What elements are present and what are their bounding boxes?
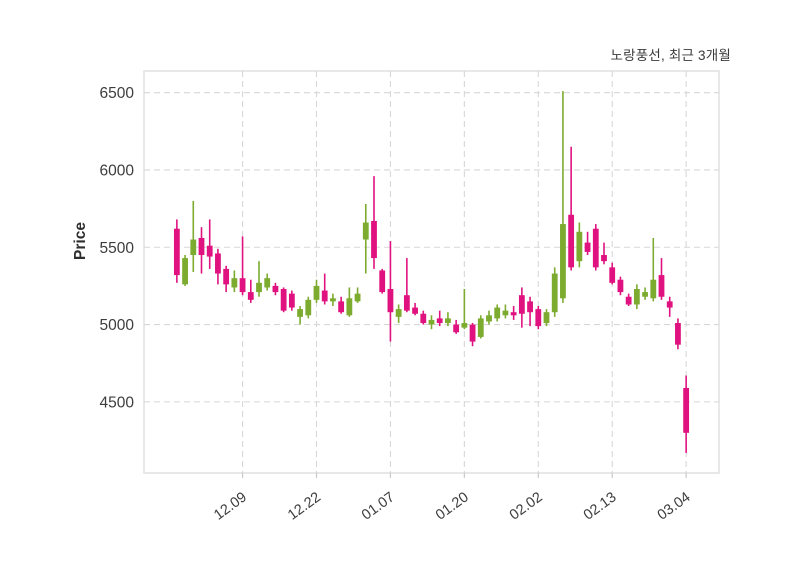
candle-body-down bbox=[272, 285, 279, 293]
candle-body-up bbox=[346, 298, 353, 316]
candle-body-down bbox=[568, 214, 575, 268]
y-tick-label: 5500 bbox=[100, 240, 135, 257]
candle-body-up bbox=[264, 278, 271, 288]
candle-body-down bbox=[584, 242, 591, 252]
candle-body-up bbox=[560, 224, 566, 299]
y-tick-label: 5000 bbox=[100, 317, 135, 334]
candle-body-down bbox=[617, 279, 624, 293]
candle-body-up bbox=[543, 312, 550, 324]
candle-body-up bbox=[633, 289, 640, 305]
candle-body-up bbox=[551, 273, 558, 313]
candle-body-up bbox=[576, 231, 583, 262]
candle-body-down bbox=[592, 228, 599, 268]
candle-body-down bbox=[453, 324, 460, 333]
x-tick-label: 01.07 bbox=[359, 489, 398, 523]
candle-body-up bbox=[354, 293, 361, 302]
y-tick-label: 4500 bbox=[100, 394, 135, 411]
y-tick-label: 6000 bbox=[100, 162, 135, 179]
candle-body-down bbox=[173, 228, 180, 276]
candle-body-up bbox=[256, 282, 262, 293]
x-tick-label: 02.13 bbox=[581, 489, 620, 523]
candle-body-up bbox=[190, 239, 197, 255]
candle-body-down bbox=[223, 268, 230, 285]
candle-body-down bbox=[518, 295, 525, 314]
chart-title: 노랑풍선, 최근 3개월 bbox=[610, 48, 731, 63]
candle-body-down bbox=[469, 324, 476, 342]
candle-body-down bbox=[666, 301, 673, 308]
candle-body-down bbox=[239, 278, 246, 293]
plot-background bbox=[143, 70, 720, 474]
candle-body-down bbox=[206, 245, 213, 257]
candle-body-down bbox=[601, 254, 607, 262]
candle-body-down bbox=[387, 289, 394, 313]
candle-body-down bbox=[436, 318, 443, 324]
candle-body-up bbox=[297, 309, 303, 317]
candle-body-down bbox=[527, 301, 533, 313]
candle-body-down bbox=[338, 301, 345, 313]
candle-body-up bbox=[445, 318, 451, 324]
y-tick-label: 6500 bbox=[100, 85, 135, 102]
candle-body-up bbox=[650, 279, 657, 299]
candle-body-up bbox=[428, 319, 435, 325]
candle-body-down bbox=[609, 267, 616, 283]
candle-body-down bbox=[420, 313, 427, 324]
candle-body-down bbox=[280, 289, 287, 311]
candle-body-down bbox=[412, 307, 418, 314]
candle-body-up bbox=[395, 309, 402, 317]
x-tick-label: 12.22 bbox=[285, 489, 324, 523]
x-tick-label: 02.02 bbox=[507, 489, 546, 523]
candle-body-down bbox=[247, 292, 254, 300]
candle-body-down bbox=[371, 220, 377, 259]
candle-body-up bbox=[642, 292, 648, 297]
candle-body-up bbox=[231, 278, 238, 288]
candle-body-up bbox=[362, 222, 369, 240]
candle-body-down bbox=[321, 290, 328, 302]
candle-body-down bbox=[535, 309, 542, 327]
y-axis-label: Price bbox=[72, 222, 89, 260]
x-tick-label: 03.04 bbox=[655, 489, 694, 523]
candle-body-down bbox=[658, 275, 665, 297]
candle-body-up bbox=[486, 315, 492, 322]
candle-body-down bbox=[288, 293, 295, 308]
candle-body-up bbox=[305, 299, 312, 316]
candle-body-down bbox=[675, 323, 681, 345]
candle-body-down bbox=[379, 270, 386, 293]
candle-body-up bbox=[477, 318, 484, 337]
candle-body-down bbox=[683, 387, 690, 433]
x-tick-label: 12.09 bbox=[211, 489, 250, 523]
candle-body-down bbox=[215, 253, 221, 274]
x-tick-label: 01.20 bbox=[433, 489, 472, 523]
candle-body-up bbox=[182, 258, 188, 285]
candle-body-down bbox=[198, 237, 205, 255]
candle-body-down bbox=[510, 312, 517, 316]
candle-body-up bbox=[330, 298, 336, 302]
candle-body-up bbox=[502, 310, 509, 316]
candle-body-up bbox=[313, 285, 320, 300]
candle-body-down bbox=[625, 296, 632, 305]
candle-body-down bbox=[403, 295, 410, 311]
candle-body-up bbox=[494, 307, 501, 319]
candle-body-up bbox=[461, 323, 468, 328]
